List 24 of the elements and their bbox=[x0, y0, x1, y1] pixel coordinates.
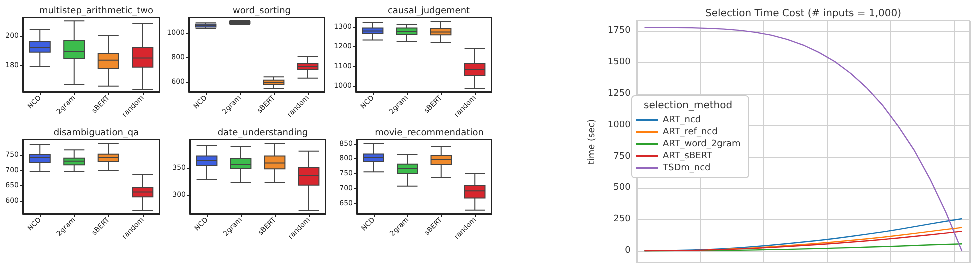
y-tick-label: 1500 bbox=[608, 57, 632, 68]
y-tick-label: 0 bbox=[625, 246, 632, 256]
legend-label: ART_ref_ncd bbox=[663, 128, 718, 138]
legend-label: ART_sBERT bbox=[663, 152, 713, 162]
y-tick-label: 250 bbox=[614, 214, 632, 225]
chart-title: causal_judgement bbox=[388, 6, 471, 16]
chart-title: multistep_arithmetic_two bbox=[39, 6, 154, 16]
chart-title: disambiguation_qa bbox=[54, 128, 140, 138]
legend-label: ART_ncd bbox=[663, 116, 702, 126]
legend-title: selection_method bbox=[644, 100, 733, 112]
line-series bbox=[644, 27, 963, 252]
line-series bbox=[644, 230, 963, 252]
y-tick-label: 500 bbox=[614, 183, 632, 194]
y-tick-label: 1000 bbox=[608, 120, 632, 130]
chart-title: word_sorting bbox=[233, 6, 291, 16]
y-tick-label: 1750 bbox=[608, 26, 632, 36]
y-tick-label: 1250 bbox=[608, 88, 632, 99]
chart-title: Selection Time Cost (# inputs = 1,000) bbox=[706, 8, 902, 20]
chart-title: date_understanding bbox=[218, 128, 308, 138]
legend-label: ART_word_2gram bbox=[663, 140, 741, 150]
y-tick-label: 750 bbox=[614, 152, 632, 162]
legend-label: TSDm_ncd bbox=[662, 164, 711, 174]
y-axis-title: time (sec) bbox=[588, 119, 598, 165]
chart-title: movie_recommendation bbox=[375, 128, 484, 138]
